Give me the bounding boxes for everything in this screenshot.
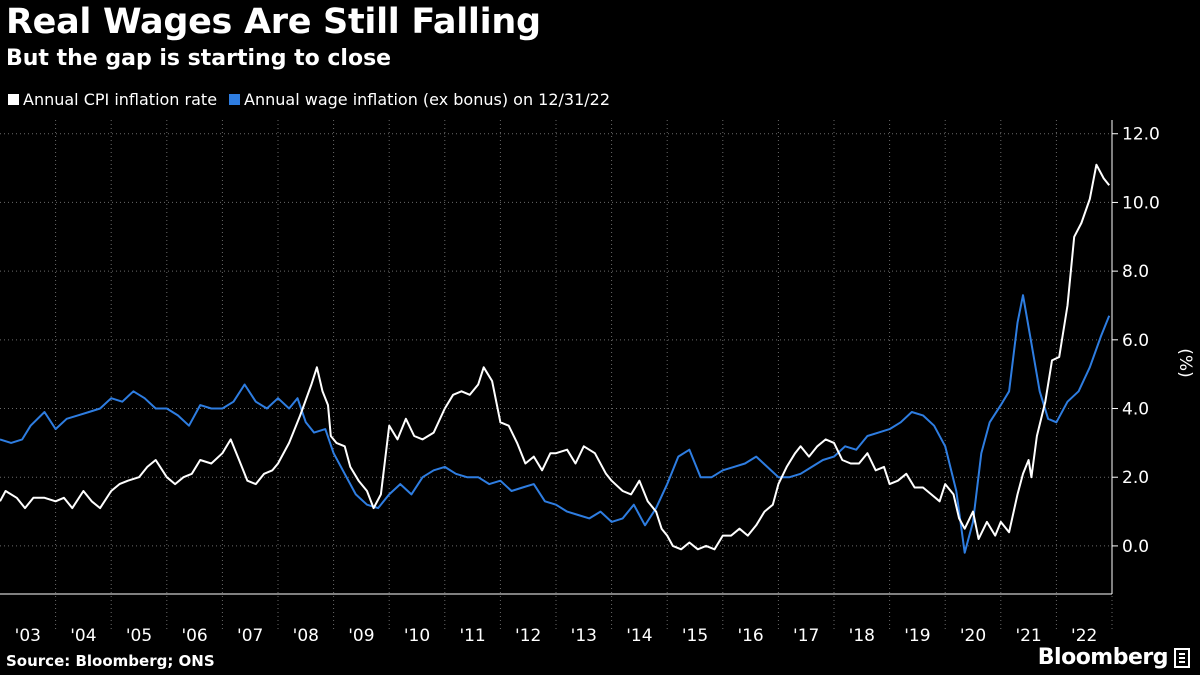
x-tick-label: '21 — [1015, 626, 1041, 646]
x-tick-label: '08 — [293, 626, 319, 646]
cpi-inflation-line — [0, 163, 1110, 551]
x-tick-label: '12 — [515, 626, 541, 646]
legend-item-cpi: Annual CPI inflation rate — [8, 90, 217, 109]
x-tick-label: '07 — [237, 626, 263, 646]
x-tick-label: '17 — [793, 626, 819, 646]
x-tick-label: '10 — [404, 626, 430, 646]
y-tick-label: 12.0 — [1122, 125, 1160, 145]
y-tick-label: 8.0 — [1122, 262, 1149, 282]
legend-label-wage: Annual wage inflation (ex bonus) on 12/3… — [244, 90, 611, 109]
legend: Annual CPI inflation rate Annual wage in… — [8, 90, 622, 109]
legend-swatch-wage — [229, 94, 241, 105]
x-tick-label: '22 — [1071, 626, 1097, 646]
x-tick-label: '04 — [70, 626, 96, 646]
y-tick-label: 10.0 — [1122, 193, 1160, 213]
x-tick-label: '03 — [15, 626, 41, 646]
wage-inflation-line — [0, 294, 1111, 554]
legend-swatch-cpi — [8, 94, 19, 105]
x-tick-label: '06 — [181, 626, 207, 646]
x-tick-label: '15 — [682, 626, 708, 646]
legend-label-cpi: Annual CPI inflation rate — [23, 90, 218, 109]
source-note: Source: Bloomberg; ONS — [6, 652, 215, 670]
y-tick-label: 4.0 — [1122, 400, 1149, 420]
x-tick-label: '16 — [737, 626, 763, 646]
x-tick-label: '20 — [960, 626, 986, 646]
x-tick-label: '13 — [571, 626, 597, 646]
x-tick-label: '09 — [348, 626, 374, 646]
x-tick-label: '19 — [904, 626, 930, 646]
bloomberg-terminal-icon — [1174, 647, 1190, 668]
y-tick-label: 2.0 — [1122, 468, 1149, 488]
y-axis-label: (%) — [1175, 348, 1195, 377]
x-tick-label: '14 — [626, 626, 652, 646]
bloomberg-logo: Bloomberg — [1038, 645, 1190, 670]
brand-name: Bloomberg — [1037, 645, 1169, 670]
chart-subtitle: But the gap is starting to close — [6, 46, 392, 71]
y-tick-label: 6.0 — [1122, 331, 1149, 351]
x-tick-label: '05 — [126, 626, 152, 646]
legend-item-wage: Annual wage inflation (ex bonus) on 12/3… — [229, 90, 610, 109]
chart-title: Real Wages Are Still Falling — [6, 2, 541, 42]
y-tick-label: 0.0 — [1122, 537, 1149, 557]
x-tick-label: '11 — [459, 626, 485, 646]
x-tick-label: '18 — [849, 626, 875, 646]
